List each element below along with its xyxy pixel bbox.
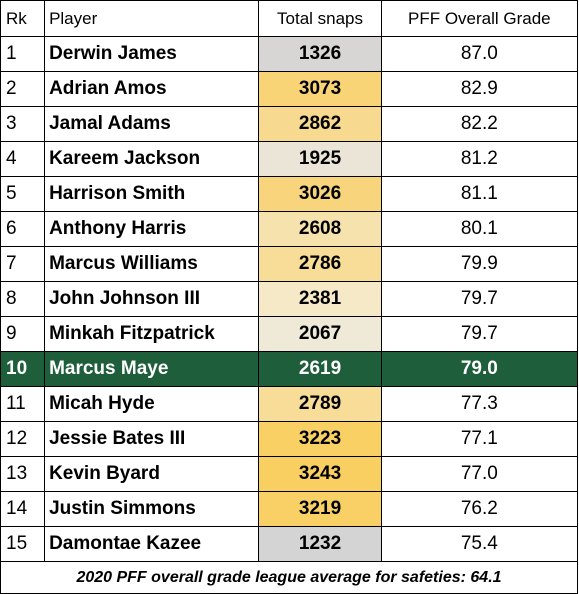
table-row: 13 Kevin Byard 3243 77.0 xyxy=(0,456,579,492)
player-name-cell: Jessie Bates III xyxy=(44,421,260,457)
player-name-cell: Justin Simmons xyxy=(44,491,260,527)
player-name-cell: Derwin James xyxy=(44,36,260,72)
pff-grade-cell: 75.4 xyxy=(380,526,579,562)
total-snaps-cell: 1232 xyxy=(258,526,382,562)
total-snaps-cell: 3223 xyxy=(258,421,382,457)
pff-grade-cell: 79.7 xyxy=(380,316,579,352)
rank-cell: 12 xyxy=(0,421,46,457)
player-name-cell: Jamal Adams xyxy=(44,106,260,142)
table-body: 1 Derwin James 1326 87.0 2 Adrian Amos 3073 82.… xyxy=(0,36,579,562)
total-snaps-cell: 2067 xyxy=(258,316,382,352)
pff-grade-cell: 79.7 xyxy=(380,281,579,317)
total-snaps-cell: 1326 xyxy=(258,36,382,72)
table-row: 4 Kareem Jackson 1925 81.2 xyxy=(0,141,579,177)
total-snaps-cell: 3026 xyxy=(258,176,382,212)
pff-grade-cell: 80.1 xyxy=(380,211,579,247)
total-snaps-cell: 2619 xyxy=(258,351,382,387)
header-row: Rk Player Total snaps PFF Overall Grade xyxy=(0,0,579,37)
player-name-cell: Harrison Smith xyxy=(44,176,260,212)
table-row: 1 Derwin James 1326 87.0 xyxy=(0,36,579,72)
pff-grade-cell: 77.1 xyxy=(380,421,579,457)
rank-cell: 2 xyxy=(0,71,46,107)
total-snaps-cell: 2608 xyxy=(258,211,382,247)
player-name-cell: Marcus Williams xyxy=(44,246,260,282)
player-name-cell: Minkah Fitzpatrick xyxy=(44,316,260,352)
rank-cell: 3 xyxy=(0,106,46,142)
rank-cell: 5 xyxy=(0,176,46,212)
player-name-cell: Micah Hyde xyxy=(44,386,260,422)
total-snaps-cell: 1925 xyxy=(258,141,382,177)
header-rk: Rk xyxy=(0,0,46,37)
pff-grade-cell: 81.1 xyxy=(380,176,579,212)
footnote: 2020 PFF overall grade league average fo… xyxy=(0,561,578,594)
pff-grade-cell: 82.2 xyxy=(380,106,579,142)
rank-cell: 1 xyxy=(0,36,46,72)
rank-cell: 14 xyxy=(0,491,46,527)
header-total-snaps: Total snaps xyxy=(258,0,382,37)
total-snaps-cell: 3073 xyxy=(258,71,382,107)
player-name-cell: Anthony Harris xyxy=(44,211,260,247)
pff-grade-cell: 77.3 xyxy=(380,386,579,422)
table-row: 3 Jamal Adams 2862 82.2 xyxy=(0,106,579,142)
table-row: 12 Jessie Bates III 3223 77.1 xyxy=(0,421,579,457)
player-name-cell: Damontae Kazee xyxy=(44,526,260,562)
total-snaps-cell: 3243 xyxy=(258,456,382,492)
player-name-cell: Kareem Jackson xyxy=(44,141,260,177)
table-row: 10 Marcus Maye 2619 79.0 xyxy=(0,351,579,387)
pff-grade-cell: 81.2 xyxy=(380,141,579,177)
total-snaps-cell: 2862 xyxy=(258,106,382,142)
rank-cell: 6 xyxy=(0,211,46,247)
pff-grade-cell: 76.2 xyxy=(380,491,579,527)
rank-cell: 7 xyxy=(0,246,46,282)
table-row: 11 Micah Hyde 2789 77.3 xyxy=(0,386,579,422)
total-snaps-cell: 3219 xyxy=(258,491,382,527)
total-snaps-cell: 2786 xyxy=(258,246,382,282)
rank-cell: 13 xyxy=(0,456,46,492)
table-row: 7 Marcus Williams 2786 79.9 xyxy=(0,246,579,282)
rank-cell: 9 xyxy=(0,316,46,352)
table-row: 8 John Johnson III 2381 79.7 xyxy=(0,281,579,317)
player-name-cell: Kevin Byard xyxy=(44,456,260,492)
pff-grade-cell: 79.9 xyxy=(380,246,579,282)
player-name-cell: John Johnson III xyxy=(44,281,260,317)
footer-row: 2020 PFF overall grade league average fo… xyxy=(0,561,578,594)
table-row: 14 Justin Simmons 3219 76.2 xyxy=(0,491,579,527)
pff-grade-cell: 79.0 xyxy=(380,351,579,387)
header-player: Player xyxy=(44,0,260,37)
rank-cell: 8 xyxy=(0,281,46,317)
header-pff-grade: PFF Overall Grade xyxy=(380,0,579,37)
pff-grade-cell: 87.0 xyxy=(380,36,579,72)
table-row: 2 Adrian Amos 3073 82.9 xyxy=(0,71,579,107)
pff-grade-cell: 77.0 xyxy=(380,456,579,492)
player-name-cell: Marcus Maye xyxy=(44,351,260,387)
rank-cell: 10 xyxy=(0,351,46,387)
rank-cell: 15 xyxy=(0,526,46,562)
total-snaps-cell: 2381 xyxy=(258,281,382,317)
table-row: 15 Damontae Kazee 1232 75.4 xyxy=(0,526,579,562)
table-row: 5 Harrison Smith 3026 81.1 xyxy=(0,176,579,212)
table-row: 6 Anthony Harris 2608 80.1 xyxy=(0,211,579,247)
rank-cell: 11 xyxy=(0,386,46,422)
table-row: 9 Minkah Fitzpatrick 2067 79.7 xyxy=(0,316,579,352)
total-snaps-cell: 2789 xyxy=(258,386,382,422)
rank-cell: 4 xyxy=(0,141,46,177)
player-name-cell: Adrian Amos xyxy=(44,71,260,107)
pff-grade-cell: 82.9 xyxy=(380,71,579,107)
